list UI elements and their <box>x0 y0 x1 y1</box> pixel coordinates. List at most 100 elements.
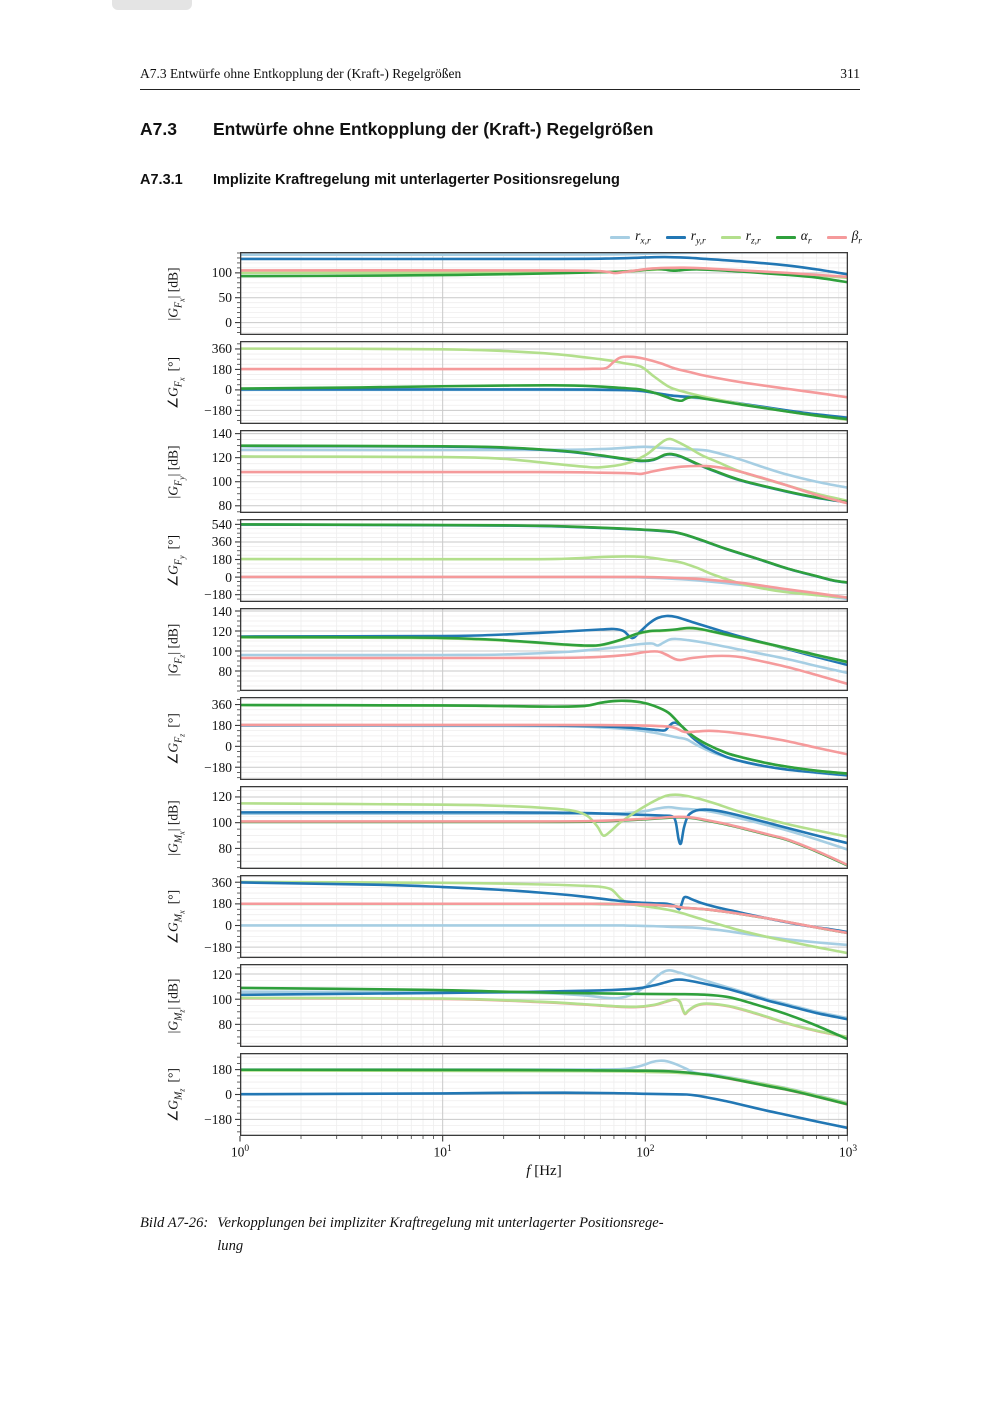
y-tick-label: 140 <box>211 603 232 619</box>
series-rz <box>240 793 848 838</box>
legend-item-rx: rx,r <box>610 228 651 247</box>
series-rx <box>240 388 848 420</box>
y-tick-label: −180 <box>204 402 232 418</box>
subplot-8 <box>235 874 849 959</box>
y-tick-label: 0 <box>225 918 232 934</box>
legend-swatch-ry <box>665 236 686 239</box>
series-rx <box>240 637 848 675</box>
legend-swatch-rx <box>610 236 631 239</box>
y-axis-label-3: |GFy| [dB] <box>165 445 187 498</box>
series-rz <box>240 880 848 955</box>
figure-caption: Bild A7-26: Verkopplungen bei impliziter… <box>140 1212 880 1257</box>
y-tick-label: −180 <box>204 1111 232 1127</box>
series-ry <box>240 614 848 667</box>
y-tick-label: 80 <box>218 840 233 856</box>
series-group <box>240 793 848 867</box>
y-tick-label: 360 <box>211 697 232 713</box>
y-tick-label: 180 <box>211 1062 232 1078</box>
y-tick-label: 100 <box>211 643 232 659</box>
y-tick-label: 180 <box>211 896 232 912</box>
x-axis-symbol: f <box>526 1163 531 1179</box>
page-number: 311 <box>840 66 860 81</box>
series-ry <box>240 808 848 846</box>
legend-label-rx: rx,r <box>635 228 651 247</box>
series-alpha <box>240 986 848 1041</box>
series-alpha <box>240 384 848 421</box>
y-tick-label: 80 <box>218 663 233 679</box>
series-group <box>240 699 848 777</box>
series-rx <box>240 445 848 489</box>
series-group <box>240 437 848 505</box>
y-tick-label: 360 <box>211 874 232 890</box>
x-axis-label: f [Hz] <box>526 1163 561 1180</box>
y-tick-label: 0 <box>225 382 232 398</box>
axes-frame <box>239 607 849 691</box>
y-tick-label: −180 <box>204 587 232 603</box>
axes-frame <box>239 963 849 1047</box>
section-number: A7.3 <box>140 119 177 139</box>
legend-swatch-alpha <box>775 236 796 239</box>
section-title: Entwürfe ohne Entkopplung der (Kraft-) R… <box>213 119 654 139</box>
y-tick-label: 180 <box>211 361 232 377</box>
subsection-number: A7.3.1 <box>140 172 183 188</box>
legend-item-ry: ry,r <box>665 228 706 247</box>
subplot-10 <box>235 1052 849 1136</box>
series-beta <box>240 650 848 686</box>
subplot-3 <box>235 429 849 513</box>
y-tick-label: 180 <box>211 552 232 568</box>
series-rz <box>240 555 848 599</box>
y-tick-label: 360 <box>211 341 232 357</box>
series-beta <box>240 266 848 279</box>
series-alpha <box>240 699 848 775</box>
y-tick-label: 360 <box>211 534 232 550</box>
legend-label-beta: βr <box>851 228 862 247</box>
series-group <box>240 252 848 284</box>
series-alpha <box>240 444 848 504</box>
y-tick-label: 140 <box>211 426 232 442</box>
axes-frame <box>239 340 849 424</box>
series-alpha <box>240 816 848 867</box>
y-tick-label: −180 <box>204 939 232 955</box>
y-tick-label: 120 <box>211 789 232 805</box>
subplot-7 <box>235 785 849 869</box>
series-group <box>240 1059 848 1130</box>
series-group <box>240 880 848 955</box>
axes-frame <box>239 874 849 958</box>
header-rule <box>140 89 860 90</box>
y-tick-label: 100 <box>211 815 232 831</box>
y-tick-label: 100 <box>211 265 232 281</box>
y-tick-label: 80 <box>218 498 233 514</box>
caption-text: Verkopplungen bei impliziter Kraftregelu… <box>217 1215 664 1254</box>
y-axis-label-10: ∠GMz [°] <box>165 1067 187 1122</box>
series-alpha <box>240 523 848 584</box>
legend-item-alpha: αr <box>775 228 812 247</box>
y-tick-label: 120 <box>211 623 232 639</box>
x-tick-label: 100 <box>230 1144 250 1160</box>
y-tick-label: 0 <box>225 315 232 331</box>
y-tick-label: 540 <box>211 516 232 532</box>
subplot-1 <box>235 251 849 335</box>
series-group <box>240 347 848 421</box>
series-rx <box>240 252 848 257</box>
subplot-2 <box>235 340 849 424</box>
y-axis-label-1: |GFx| [dB] <box>165 267 187 320</box>
y-axis-label-4: ∠GFy [°] <box>165 534 187 587</box>
y-tick-label: −180 <box>204 759 232 775</box>
axes-frame <box>239 429 849 513</box>
legend-label-alpha: αr <box>800 228 812 247</box>
y-axis-label-6: ∠GFz [°] <box>165 712 187 765</box>
series-beta <box>240 1068 848 1106</box>
y-tick-label: 180 <box>211 717 232 733</box>
x-tick-label: 101 <box>433 1144 452 1160</box>
series-alpha <box>240 902 848 935</box>
y-tick-label: 100 <box>211 474 232 490</box>
series-rz <box>240 996 848 1039</box>
subsection-title: Implizite Kraftregelung mit unterlagerte… <box>213 172 620 188</box>
series-beta <box>240 815 848 867</box>
y-tick-label: 0 <box>225 738 232 754</box>
axes-frame <box>239 1052 849 1136</box>
series-ry <box>240 1091 848 1130</box>
x-axis-ticks <box>239 1136 848 1142</box>
series-rx <box>240 724 848 777</box>
series-rz <box>240 1069 848 1105</box>
